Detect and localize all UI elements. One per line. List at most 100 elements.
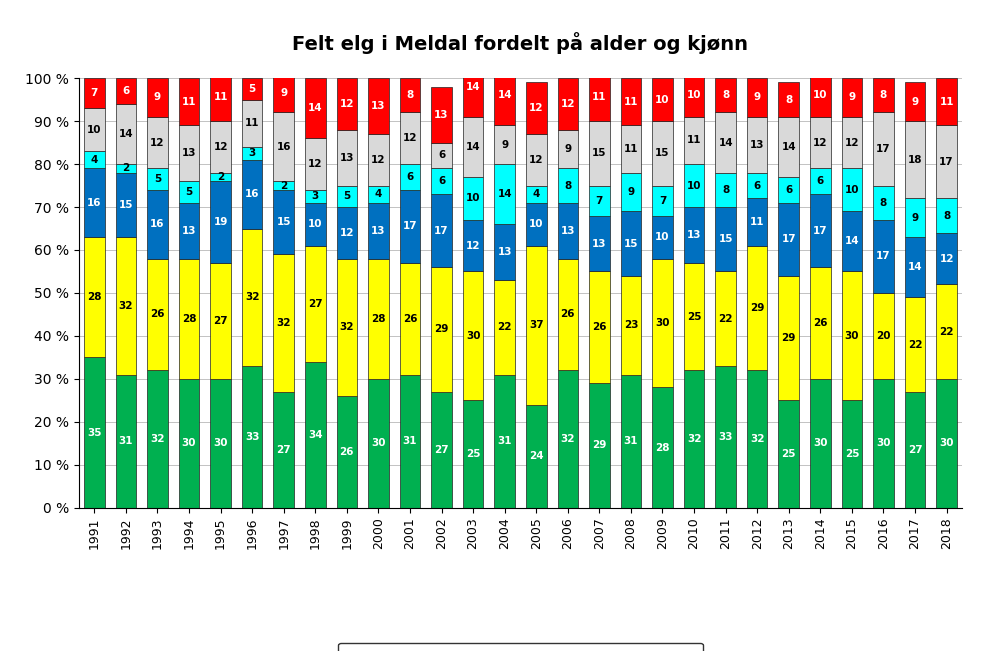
Text: 16: 16 (245, 189, 259, 199)
Text: 11: 11 (750, 217, 764, 227)
Text: 17: 17 (813, 226, 828, 236)
Text: 15: 15 (655, 148, 670, 158)
Bar (273, 113, 294, 181)
Bar (589, 271, 610, 383)
Bar (715, 113, 736, 173)
Bar (494, 224, 515, 280)
Bar (400, 113, 420, 164)
Bar (904, 121, 925, 199)
Text: 29: 29 (782, 333, 796, 343)
Bar (652, 121, 673, 186)
Bar (84, 151, 105, 169)
Bar (526, 186, 547, 202)
Text: 13: 13 (340, 152, 355, 163)
Bar (936, 126, 956, 199)
Bar (179, 181, 199, 202)
Text: 17: 17 (876, 144, 891, 154)
Bar (779, 276, 799, 400)
Text: 26: 26 (592, 322, 607, 332)
Text: 30: 30 (655, 318, 670, 328)
Bar (842, 78, 862, 117)
Bar (273, 190, 294, 255)
Text: 33: 33 (245, 432, 259, 442)
Text: 22: 22 (498, 322, 512, 332)
Bar (810, 169, 831, 194)
Bar (589, 121, 610, 186)
Bar (747, 173, 768, 199)
Bar (810, 74, 831, 117)
Text: 10: 10 (655, 232, 670, 242)
Bar (84, 108, 105, 151)
Text: 9: 9 (501, 140, 509, 150)
Bar (147, 370, 168, 508)
Text: 12: 12 (561, 99, 575, 109)
Text: 30: 30 (813, 438, 828, 449)
Bar (305, 190, 326, 202)
Text: 32: 32 (340, 322, 355, 332)
Text: 9: 9 (280, 88, 288, 98)
Text: 12: 12 (371, 155, 386, 165)
Bar (337, 207, 357, 258)
Text: 12: 12 (813, 137, 828, 148)
Text: 14: 14 (845, 236, 859, 246)
Text: 5: 5 (248, 84, 255, 94)
Bar (842, 212, 862, 271)
Bar (621, 276, 641, 374)
Bar (715, 78, 736, 113)
Bar (621, 374, 641, 508)
Bar (463, 57, 483, 117)
Text: 15: 15 (719, 234, 733, 244)
Text: 16: 16 (150, 219, 165, 229)
Text: 31: 31 (498, 436, 512, 446)
Text: 6: 6 (786, 185, 792, 195)
Bar (621, 173, 641, 212)
Text: 10: 10 (529, 219, 543, 229)
Bar (747, 78, 768, 117)
Text: 2: 2 (217, 172, 224, 182)
Bar (147, 190, 168, 258)
Bar (368, 202, 389, 258)
Text: 29: 29 (592, 441, 607, 450)
Text: 34: 34 (308, 430, 323, 439)
Bar (368, 78, 389, 134)
Text: 25: 25 (845, 449, 859, 459)
Bar (84, 237, 105, 357)
Legend: Kalv, okse, Kalv, ku, 1,5 åringer, okse, 1,5 åringer, ku, Eldre okse, Eldre ku: Kalv, okse, Kalv, ku, 1,5 åringer, okse,… (338, 643, 703, 651)
Text: 33: 33 (719, 432, 733, 442)
Text: 13: 13 (371, 101, 386, 111)
Text: 14: 14 (782, 142, 796, 152)
Text: 11: 11 (213, 92, 228, 102)
Bar (337, 130, 357, 186)
Text: 30: 30 (845, 331, 859, 341)
Text: 13: 13 (498, 247, 512, 257)
Text: 14: 14 (465, 82, 480, 92)
Text: 30: 30 (465, 331, 480, 341)
Text: 7: 7 (90, 88, 98, 98)
Text: 11: 11 (592, 92, 607, 102)
Text: 26: 26 (813, 318, 828, 328)
Bar (116, 104, 136, 164)
Bar (526, 405, 547, 508)
Text: 30: 30 (371, 438, 386, 449)
Bar (779, 177, 799, 202)
Bar (904, 199, 925, 237)
Text: 9: 9 (753, 92, 761, 102)
Text: 28: 28 (182, 314, 196, 324)
Text: 12: 12 (308, 159, 322, 169)
Text: 17: 17 (434, 226, 449, 236)
Bar (936, 284, 956, 379)
Bar (683, 74, 704, 117)
Bar (558, 202, 578, 258)
Text: 35: 35 (87, 428, 101, 437)
Bar (179, 379, 199, 508)
Bar (683, 117, 704, 164)
Text: 13: 13 (561, 226, 575, 236)
Bar (589, 186, 610, 215)
Text: 9: 9 (848, 92, 855, 102)
Text: 6: 6 (123, 86, 130, 96)
Text: 11: 11 (245, 118, 259, 128)
Text: 4: 4 (375, 189, 382, 199)
Bar (873, 220, 894, 293)
Bar (463, 271, 483, 400)
Text: 13: 13 (686, 230, 701, 240)
